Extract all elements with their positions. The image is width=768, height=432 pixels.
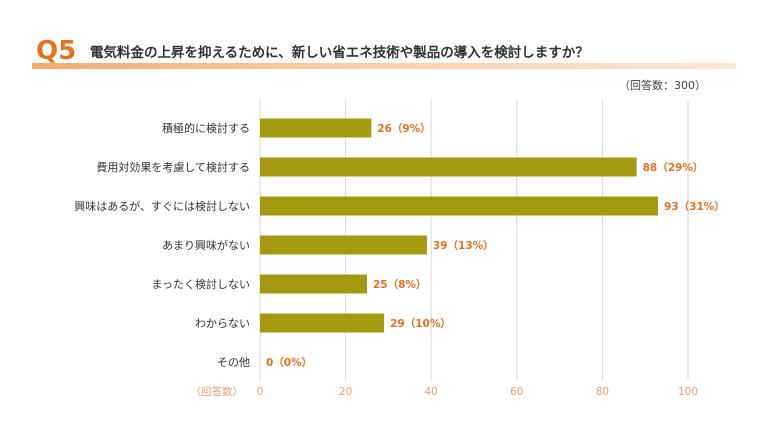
data-label: 0（0%） bbox=[266, 356, 312, 369]
data-label: 25（8%） bbox=[373, 278, 426, 291]
category-label: あまり興味がない bbox=[162, 238, 250, 252]
labels: 0 20 40 60 80 100 （回答数） 積極的に検討する 26（9%） 費用対効果を考慮し… bbox=[74, 121, 725, 398]
x-tick-label: 40 bbox=[425, 386, 438, 398]
data-label: 88（29%） bbox=[643, 161, 704, 174]
x-tick-label: 20 bbox=[339, 386, 352, 398]
question-header: Q5 電気料金の上昇を抑えるために、新しい省エネ技術や製品の導入を検討しますか？ bbox=[32, 36, 736, 70]
x-tick-label: 0 bbox=[257, 386, 264, 398]
x-axis-title: （回答数） bbox=[191, 385, 244, 398]
data-label: 29（10%） bbox=[390, 317, 451, 330]
category-label: 費用対効果を考慮して検討する bbox=[96, 160, 250, 174]
data-label: 26（9%） bbox=[377, 122, 430, 135]
question-number: Q5 bbox=[36, 36, 77, 66]
bar bbox=[260, 196, 659, 216]
bar bbox=[260, 274, 367, 294]
x-tick-label: 80 bbox=[596, 386, 609, 398]
category-label: 興味はあるが、すぐには検討しない bbox=[74, 199, 250, 213]
x-tick-label: 100 bbox=[678, 386, 698, 398]
respondent-count: （回答数：300） bbox=[619, 79, 706, 92]
category-label: わからない bbox=[195, 317, 250, 330]
bar bbox=[260, 235, 427, 255]
x-tick-label: 60 bbox=[510, 386, 523, 398]
data-label: 39（13%） bbox=[433, 239, 494, 252]
category-label: その他 bbox=[217, 356, 250, 369]
bar bbox=[260, 118, 372, 138]
category-label: 積極的に検討する bbox=[162, 121, 250, 135]
bar bbox=[260, 157, 637, 177]
bar bbox=[260, 313, 385, 333]
data-label: 93（31%） bbox=[664, 200, 725, 213]
question-title: 電気料金の上昇を抑えるために、新しい省エネ技術や製品の導入を検討しますか？ bbox=[90, 45, 589, 61]
bars bbox=[260, 118, 659, 333]
category-label: まったく検討しない bbox=[151, 277, 250, 291]
gridlines bbox=[259, 100, 689, 380]
header-underline-band bbox=[32, 63, 736, 69]
